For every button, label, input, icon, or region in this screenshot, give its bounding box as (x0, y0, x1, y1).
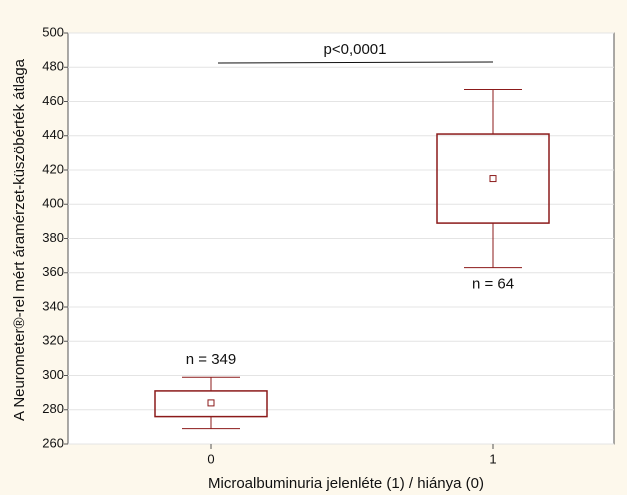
y-tick-label: 300 (42, 367, 64, 382)
y-tick-label: 500 (42, 24, 64, 39)
significance-line (217, 61, 494, 64)
y-tick-label: 340 (42, 298, 64, 313)
x-tick-label: 0 (207, 451, 214, 466)
y-tick-label: 260 (42, 435, 64, 450)
y-tick-label: 360 (42, 264, 64, 279)
y-tick-label: 480 (42, 59, 64, 74)
n-label: n = 349 (186, 351, 236, 368)
significance-label: p<0,0001 (324, 41, 387, 58)
y-axis-label: A Neurometer®-rel mért áramérzet-küszöbé… (11, 58, 28, 421)
n-label: n = 64 (472, 276, 514, 293)
y-tick-label: 280 (42, 401, 64, 416)
x-tick-label: 1 (489, 451, 496, 466)
box (436, 133, 550, 224)
y-tick-label: 400 (42, 196, 64, 211)
x-axis-label: Microalbuminuria jelenléte (1) / hiánya … (208, 475, 484, 492)
y-tick-label: 440 (42, 127, 64, 142)
y-tick-label: 460 (42, 93, 64, 108)
y-tick-label: 320 (42, 333, 64, 348)
y-tick-label: 420 (42, 161, 64, 176)
mean-marker (489, 175, 497, 183)
box (154, 390, 268, 418)
y-tick-label: 380 (42, 230, 64, 245)
mean-marker (207, 399, 215, 407)
